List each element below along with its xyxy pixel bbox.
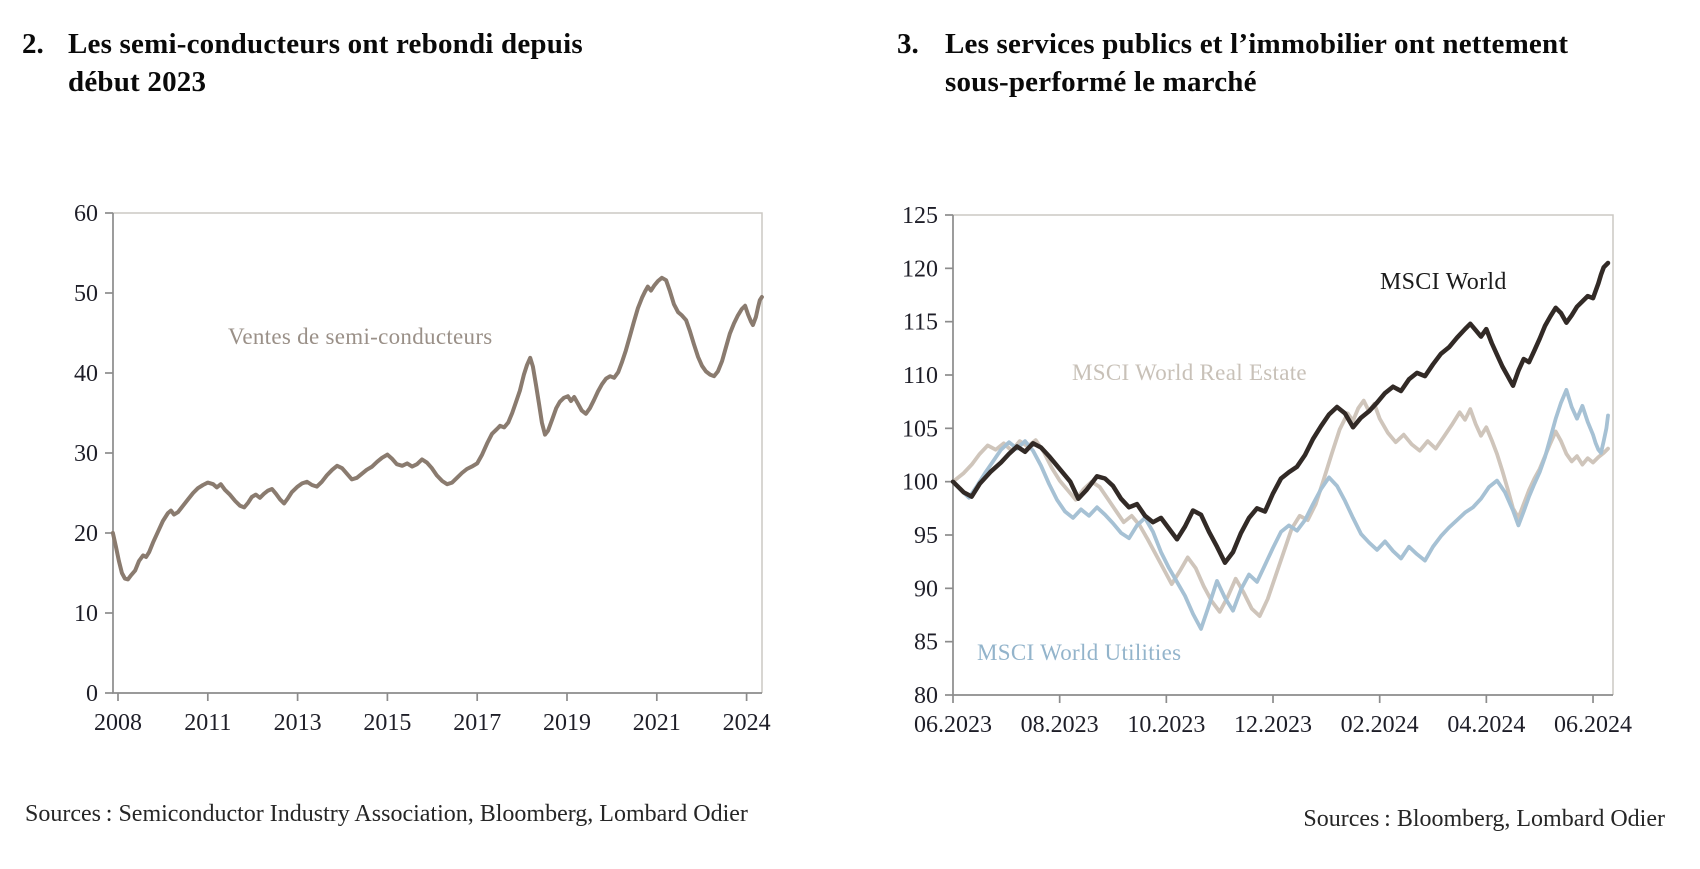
msci-performance-chart: 80 85 90 95 100 105 110 115 120 125 06.2023 08.2023…: [902, 203, 1632, 738]
figure-2-number: 2.: [22, 28, 44, 60]
x-tick-label: 2015: [363, 710, 411, 736]
y-tick-label: 20: [74, 521, 98, 547]
plot-border: [113, 212, 763, 693]
series-label-msci-world: MSCI World: [1380, 269, 1507, 295]
y-tick-label: 10: [74, 601, 98, 627]
y-tick-label: 50: [74, 281, 98, 307]
x-tick-label: 2011: [184, 710, 231, 736]
y-tick-label: 100: [902, 470, 938, 496]
y-tick-label: 0: [86, 681, 98, 707]
y-tick-label: 110: [903, 363, 938, 389]
sources-figure-2: Sources : Semiconductor Industry Associa…: [25, 801, 748, 827]
y-tick-label: 125: [902, 203, 938, 229]
x-tick-label: 10.2023: [1127, 712, 1205, 738]
y-tick-label: 120: [902, 256, 938, 282]
x-tick-label: 2024: [723, 710, 771, 736]
series-line-msci-world-utilities: [951, 387, 1610, 631]
series-line-msci-world: [950, 260, 1611, 565]
series-label-msci-world-utilities: MSCI World Utilities: [977, 640, 1182, 665]
axis-lines: [952, 215, 1613, 696]
sources-figure-3: Sources : Bloomberg, Lombard Odier: [1303, 806, 1665, 832]
x-tick-label: 06.2024: [1554, 712, 1632, 738]
y-tick-label: 105: [902, 416, 938, 442]
series-line-msci-world-real-estate: [951, 398, 1610, 618]
y-tick-label: 80: [914, 683, 938, 709]
y-tick-label: 40: [74, 361, 98, 387]
y-tick-label: 85: [914, 630, 938, 656]
semiconductor-sales-chart: 0 10 20 30 40 50 60 2008 2011 2013 2015 2017 2019 202…: [74, 201, 771, 736]
y-tick-label: 115: [903, 310, 938, 336]
y-tick-label: 60: [74, 201, 98, 227]
figure-3-number: 3.: [897, 28, 919, 60]
x-tick-label: 08.2023: [1021, 712, 1099, 738]
x-tick-label: 06.2023: [914, 712, 992, 738]
y-tick-label: 30: [74, 441, 98, 467]
series-line-ventes-de-semi-conducteurs: [110, 275, 764, 582]
axis-lines: [112, 213, 762, 694]
figure-2-title: Les semi-conducteurs ont rebondi depuis …: [68, 28, 583, 98]
x-tick-label: 2019: [543, 710, 591, 736]
x-tick-label: 12.2023: [1234, 712, 1312, 738]
y-tick-label: 95: [914, 523, 938, 549]
x-tick-label: 2021: [633, 710, 681, 736]
plot-border: [953, 214, 1614, 695]
x-tick-label: 2008: [94, 710, 142, 736]
y-tick-label: 90: [914, 576, 938, 602]
x-tick-label: 02.2024: [1341, 712, 1419, 738]
x-tick-label: 2013: [274, 710, 322, 736]
series-label-semiconductor-sales: Ventes de semi-conducteurs: [228, 324, 493, 349]
series-label-msci-world-real-estate: MSCI World Real Estate: [1072, 360, 1307, 385]
figure-3-title: Les services publics et l’immobilier ont…: [945, 28, 1569, 98]
x-tick-label: 04.2024: [1447, 712, 1525, 738]
x-tick-label: 2017: [453, 710, 501, 736]
